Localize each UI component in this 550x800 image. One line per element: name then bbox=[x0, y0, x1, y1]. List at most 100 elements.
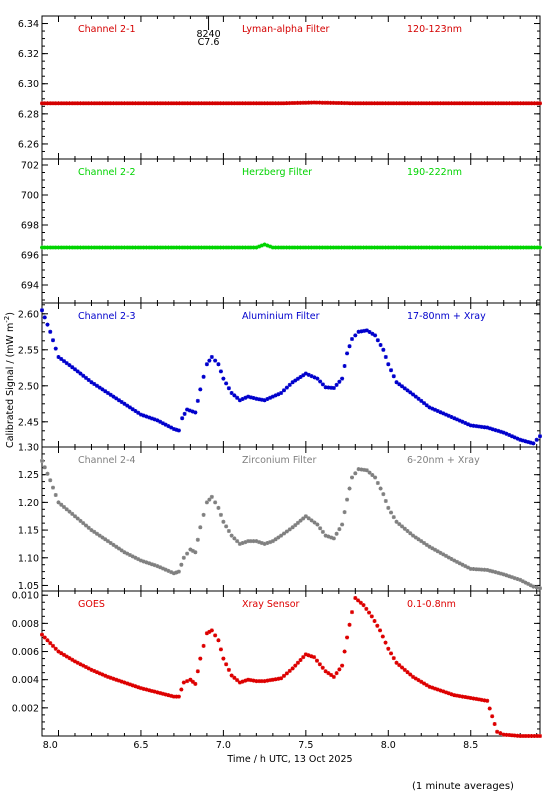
data-point bbox=[427, 101, 432, 106]
data-point bbox=[243, 395, 248, 400]
data-point bbox=[496, 428, 501, 433]
data-point bbox=[111, 676, 116, 681]
data-point bbox=[179, 687, 184, 692]
data-point bbox=[229, 101, 234, 106]
data-point bbox=[405, 388, 410, 393]
data-point bbox=[81, 663, 86, 668]
data-point bbox=[510, 101, 515, 106]
data-point bbox=[218, 647, 223, 652]
data-point bbox=[75, 660, 80, 665]
data-point bbox=[320, 245, 325, 250]
data-point bbox=[394, 519, 399, 524]
data-point bbox=[306, 653, 311, 658]
y-tick-label: 1.05 bbox=[18, 581, 39, 592]
data-point bbox=[424, 245, 429, 250]
data-point bbox=[78, 101, 83, 106]
data-point bbox=[130, 683, 135, 688]
data-point bbox=[158, 101, 163, 106]
data-point bbox=[394, 245, 399, 250]
data-point bbox=[42, 315, 47, 320]
data-point bbox=[103, 101, 108, 106]
data-point bbox=[56, 355, 61, 359]
data-point bbox=[295, 660, 300, 665]
data-point bbox=[306, 372, 311, 377]
data-point bbox=[56, 245, 61, 250]
panel-label-0-1-0-8nm: 0.1-0.8nm bbox=[407, 599, 456, 610]
data-point bbox=[449, 245, 454, 250]
data-point bbox=[232, 101, 237, 106]
data-point bbox=[359, 329, 364, 334]
data-point bbox=[270, 394, 275, 399]
data-point bbox=[190, 548, 195, 553]
data-point bbox=[144, 560, 149, 565]
data-point bbox=[452, 245, 457, 250]
data-point bbox=[358, 101, 363, 106]
data-point bbox=[158, 565, 163, 570]
data-point bbox=[209, 355, 214, 359]
data-point bbox=[133, 684, 138, 689]
data-point bbox=[301, 516, 306, 521]
data-point bbox=[72, 659, 77, 664]
data-point bbox=[518, 245, 523, 250]
data-point bbox=[455, 693, 459, 698]
data-point bbox=[526, 439, 531, 444]
data-point bbox=[405, 670, 410, 675]
data-point bbox=[116, 398, 121, 403]
data-point bbox=[347, 486, 352, 491]
data-point bbox=[147, 101, 152, 106]
y-tick-label: 698 bbox=[21, 221, 39, 232]
data-point bbox=[358, 245, 363, 250]
data-point bbox=[422, 245, 427, 250]
data-point bbox=[504, 101, 509, 106]
data-point bbox=[133, 409, 138, 413]
data-point bbox=[287, 101, 292, 106]
data-point bbox=[122, 550, 127, 555]
data-point bbox=[240, 245, 245, 250]
data-point bbox=[61, 359, 66, 364]
data-point bbox=[334, 531, 339, 536]
data-point bbox=[512, 435, 517, 440]
data-point bbox=[158, 419, 163, 424]
data-point bbox=[83, 245, 88, 250]
data-point bbox=[369, 245, 374, 250]
data-point bbox=[166, 568, 171, 573]
data-point bbox=[383, 355, 388, 359]
data-point bbox=[301, 373, 306, 378]
data-point bbox=[149, 416, 154, 421]
data-point bbox=[515, 101, 520, 106]
data-point bbox=[155, 564, 160, 569]
data-point bbox=[188, 245, 193, 250]
data-point bbox=[326, 385, 331, 390]
data-point bbox=[40, 308, 44, 313]
data-point bbox=[59, 357, 64, 362]
data-point bbox=[188, 547, 193, 552]
data-point bbox=[364, 468, 369, 473]
data-point bbox=[303, 100, 308, 105]
data-point bbox=[287, 668, 292, 673]
data-point bbox=[130, 407, 135, 412]
data-point bbox=[259, 101, 264, 106]
data-point bbox=[463, 564, 468, 569]
data-point bbox=[290, 245, 295, 250]
data-point bbox=[166, 101, 171, 106]
data-point bbox=[105, 539, 110, 544]
data-point bbox=[86, 525, 91, 530]
y-tick-label: 6.32 bbox=[18, 49, 39, 60]
data-point bbox=[529, 245, 534, 250]
data-point bbox=[526, 245, 531, 250]
data-point bbox=[345, 497, 350, 502]
data-point bbox=[350, 101, 355, 106]
data-point bbox=[331, 100, 336, 105]
data-point bbox=[176, 428, 181, 433]
data-point bbox=[391, 101, 396, 106]
data-point bbox=[127, 101, 132, 106]
data-point bbox=[141, 101, 146, 106]
chart-panels: 6.26 6.28 6.30 6.32 6.34 Channel 2-1 Lyman-alp… bbox=[12, 15, 542, 738]
data-point bbox=[195, 398, 200, 403]
data-point bbox=[209, 628, 214, 633]
data-point bbox=[356, 329, 361, 334]
data-point bbox=[441, 101, 446, 106]
data-point bbox=[254, 679, 259, 684]
data-point bbox=[485, 567, 490, 572]
data-point bbox=[207, 101, 212, 106]
